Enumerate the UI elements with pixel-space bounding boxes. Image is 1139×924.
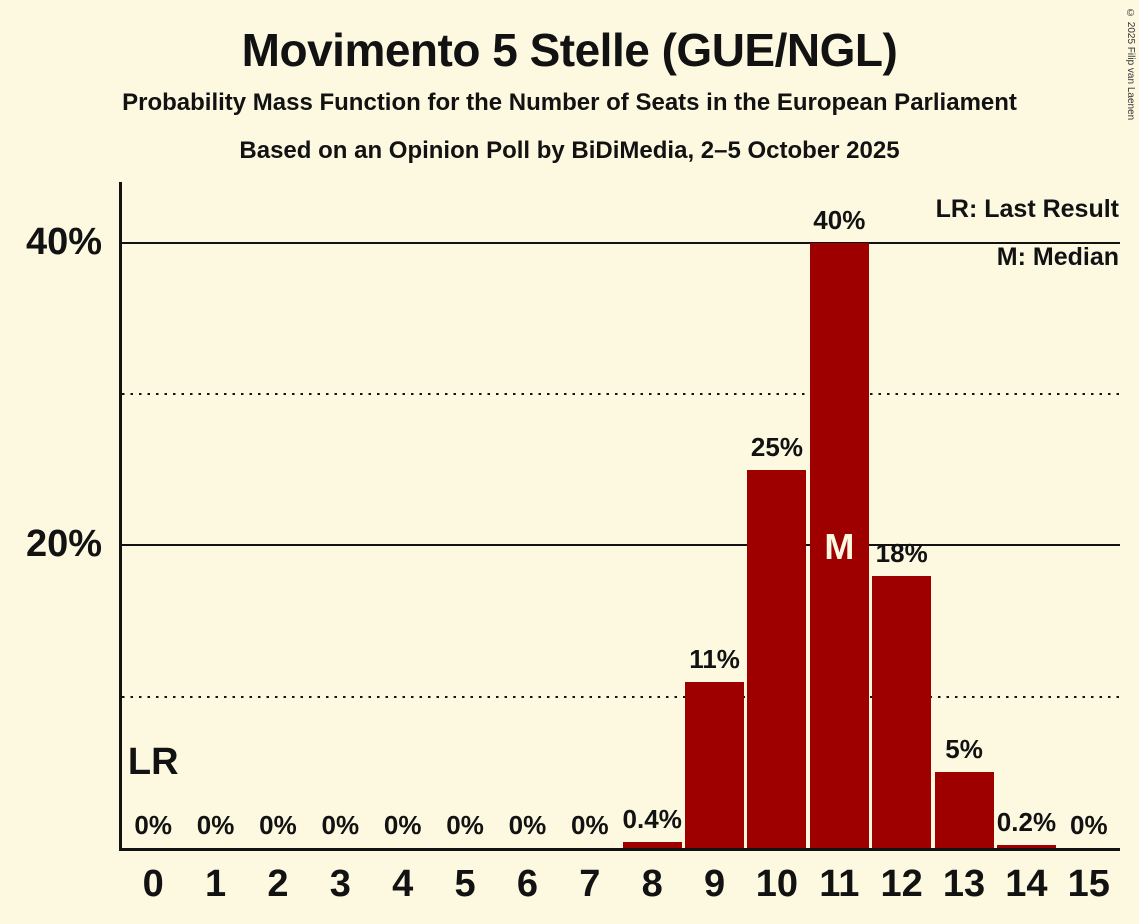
- bar-value-label-15: 0%: [1070, 810, 1108, 840]
- x-tick-label-13: 13: [942, 863, 986, 905]
- bar-13: [934, 772, 994, 848]
- bar-value-label-8: 0.4%: [622, 803, 682, 834]
- x-tick-label-14: 14: [1005, 863, 1048, 905]
- bar-value-label-12: 18%: [875, 537, 928, 568]
- legend: LR: Last Result M: Median: [936, 185, 1119, 281]
- bar-8: [622, 841, 682, 848]
- bar-10: [747, 469, 807, 848]
- bar-value-label-5: 0%: [446, 810, 484, 840]
- bar-value-label-6: 0%: [508, 810, 547, 840]
- x-tick-label-12: 12: [880, 863, 923, 905]
- x-tick-label-1: 1: [204, 863, 227, 905]
- bar-value-label-2: 0%: [259, 810, 297, 840]
- bar-value-label-11: 40%: [813, 204, 866, 235]
- x-tick-label-4: 4: [392, 863, 414, 905]
- gridline-30: [122, 392, 1120, 395]
- bar-value-label-10: 25%: [750, 431, 803, 462]
- bar-value-label-3: 0%: [321, 810, 360, 840]
- bar-value-label-9: 11%: [689, 643, 740, 674]
- x-tick-label-10: 10: [755, 863, 799, 905]
- x-tick-label-8: 8: [641, 863, 663, 905]
- y-tick-label-40: 40%: [25, 220, 102, 263]
- bar-9: [685, 681, 745, 848]
- bar-14: [996, 844, 1056, 848]
- bar-value-label-7: 0%: [571, 810, 609, 840]
- gridline-20: [122, 544, 1120, 547]
- x-tick-label-3: 3: [329, 863, 351, 905]
- x-tick-label-6: 6: [516, 863, 538, 905]
- x-tick-label-0: 0: [142, 863, 164, 905]
- gridline-40: [122, 241, 1120, 244]
- bar-value-label-0: 0%: [134, 810, 172, 840]
- bar-value-label-13: 5%: [945, 734, 983, 765]
- legend-last-result: LR: Last Result: [935, 195, 1119, 223]
- x-tick-label-5: 5: [454, 863, 476, 905]
- bar-value-label-4: 0%: [383, 810, 422, 840]
- legend-median: M: Median: [996, 243, 1119, 271]
- chart-title: Movimento 5 Stelle (GUE/NGL): [241, 24, 898, 76]
- median-marker: M: [824, 526, 855, 567]
- x-tick-label-15: 15: [1067, 863, 1110, 905]
- chart-poll-source: Based on an Opinion Poll by BiDiMedia, 2…: [239, 137, 900, 164]
- bar-value-label-14: 0.2%: [996, 806, 1057, 837]
- x-tick-label-9: 9: [703, 863, 726, 905]
- x-tick-label-2: 2: [267, 863, 289, 905]
- plot-area: 0% 0 0% 1 0% 2 0% 3 0% 4 0% 5 0% 6 0% 7 0.4% 8 11% 9 25% 10 M 4…: [119, 182, 1120, 904]
- last-result-marker: LR: [127, 741, 179, 783]
- x-tick-label-11: 11: [819, 863, 860, 905]
- gridline-10: [122, 695, 1120, 698]
- bar-value-label-1: 0%: [196, 810, 235, 840]
- y-tick-label-20: 20%: [25, 523, 102, 566]
- bar-11: M: [809, 242, 869, 848]
- copyright-text: © 2025 Filip van Laenen: [1125, 8, 1136, 121]
- x-tick-label-7: 7: [579, 863, 601, 905]
- chart-subtitle: Probability Mass Function for the Number…: [122, 89, 1017, 116]
- bar-12: [872, 575, 932, 848]
